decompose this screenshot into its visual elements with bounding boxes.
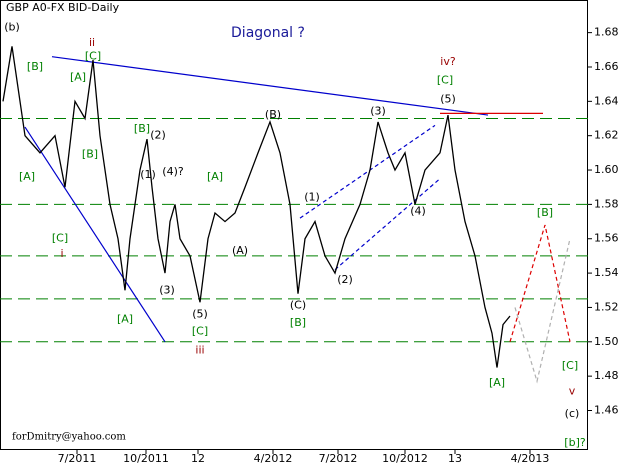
wave-label: v	[569, 385, 576, 398]
footer: forDmitry@yahoo.com	[12, 432, 126, 443]
wave-label: i	[60, 247, 63, 260]
wave-label: [C]	[562, 359, 578, 372]
wave-label: [A]	[117, 312, 133, 325]
chart-title: Diagonal ?	[231, 25, 305, 41]
y-tick-label: 1.54	[594, 266, 619, 279]
wave-label: (1)	[140, 168, 156, 181]
trend-line	[51, 56, 489, 116]
wave-label: (B)	[265, 108, 281, 121]
wave-label: ii	[89, 36, 95, 49]
wave-label: [A]	[489, 376, 505, 389]
wave-label: iii	[195, 343, 204, 356]
wave-label: [A]	[70, 70, 86, 83]
wave-label: [C]	[437, 74, 453, 87]
wave-label: (4)	[410, 204, 426, 217]
wave-label: (C)	[290, 299, 306, 312]
plot-frame	[0, 0, 588, 450]
y-tick-label: 1.48	[594, 369, 619, 382]
y-tick-label: 1.62	[594, 129, 619, 142]
price-line	[2, 46, 511, 368]
wave-label: [A]	[19, 170, 35, 183]
trend-line	[514, 238, 571, 384]
wave-label: [B]	[27, 60, 43, 73]
wave-label: [B]	[537, 206, 553, 219]
x-tick-label: 13	[448, 452, 462, 465]
wave-label: (3)	[159, 283, 175, 296]
trend-line	[24, 126, 166, 343]
x-tick-label: 10/2011	[123, 452, 169, 465]
trend-line	[509, 224, 571, 342]
wave-label: [B]	[134, 122, 150, 135]
wave-label: (2)	[337, 273, 353, 286]
y-tick-label: 1.46	[594, 403, 619, 416]
wave-label: [A]	[207, 170, 223, 183]
wave-label: (A)	[232, 244, 248, 257]
trend-line	[334, 178, 441, 271]
y-tick-label: 1.66	[594, 60, 619, 73]
wave-label: [C]	[192, 324, 208, 337]
wave-label: (2)	[150, 129, 166, 142]
y-tick-label: 1.56	[594, 232, 619, 245]
wave-label: (5)	[440, 93, 456, 106]
wave-label: [C]	[52, 232, 68, 245]
trend-line	[299, 124, 436, 219]
wave-label: (b)	[4, 20, 20, 33]
wave-label: (1)	[304, 191, 320, 204]
wave-label: (c)	[565, 407, 580, 420]
x-tick-label: 7/2011	[58, 452, 97, 465]
x-tick-label: 12	[191, 452, 205, 465]
wave-label: [B]	[290, 316, 306, 329]
chart-header: GBP A0-FX BID-Daily	[6, 1, 120, 14]
x-tick-label: 4/2012	[254, 452, 293, 465]
y-tick-label: 1.60	[594, 163, 619, 176]
wave-label: (5)	[192, 307, 208, 320]
x-tick-label: 4/2013	[511, 452, 550, 465]
y-tick-label: 1.50	[594, 335, 619, 348]
y-tick-label: 1.58	[594, 197, 619, 210]
wave-label: iv?	[440, 55, 456, 68]
x-tick-label: 10/2012	[382, 452, 428, 465]
wave-label: (3)	[370, 105, 386, 118]
wave-label: (4)?	[162, 165, 184, 178]
wave-label: [C]	[85, 50, 101, 63]
y-tick-label: 1.64	[594, 94, 619, 107]
y-tick-label: 1.52	[594, 300, 619, 313]
wave-label: [B]	[82, 148, 98, 161]
y-tick-label: 1.68	[594, 26, 619, 39]
wave-label: [b]?	[564, 436, 586, 449]
x-tick-label: 7/2012	[319, 452, 358, 465]
